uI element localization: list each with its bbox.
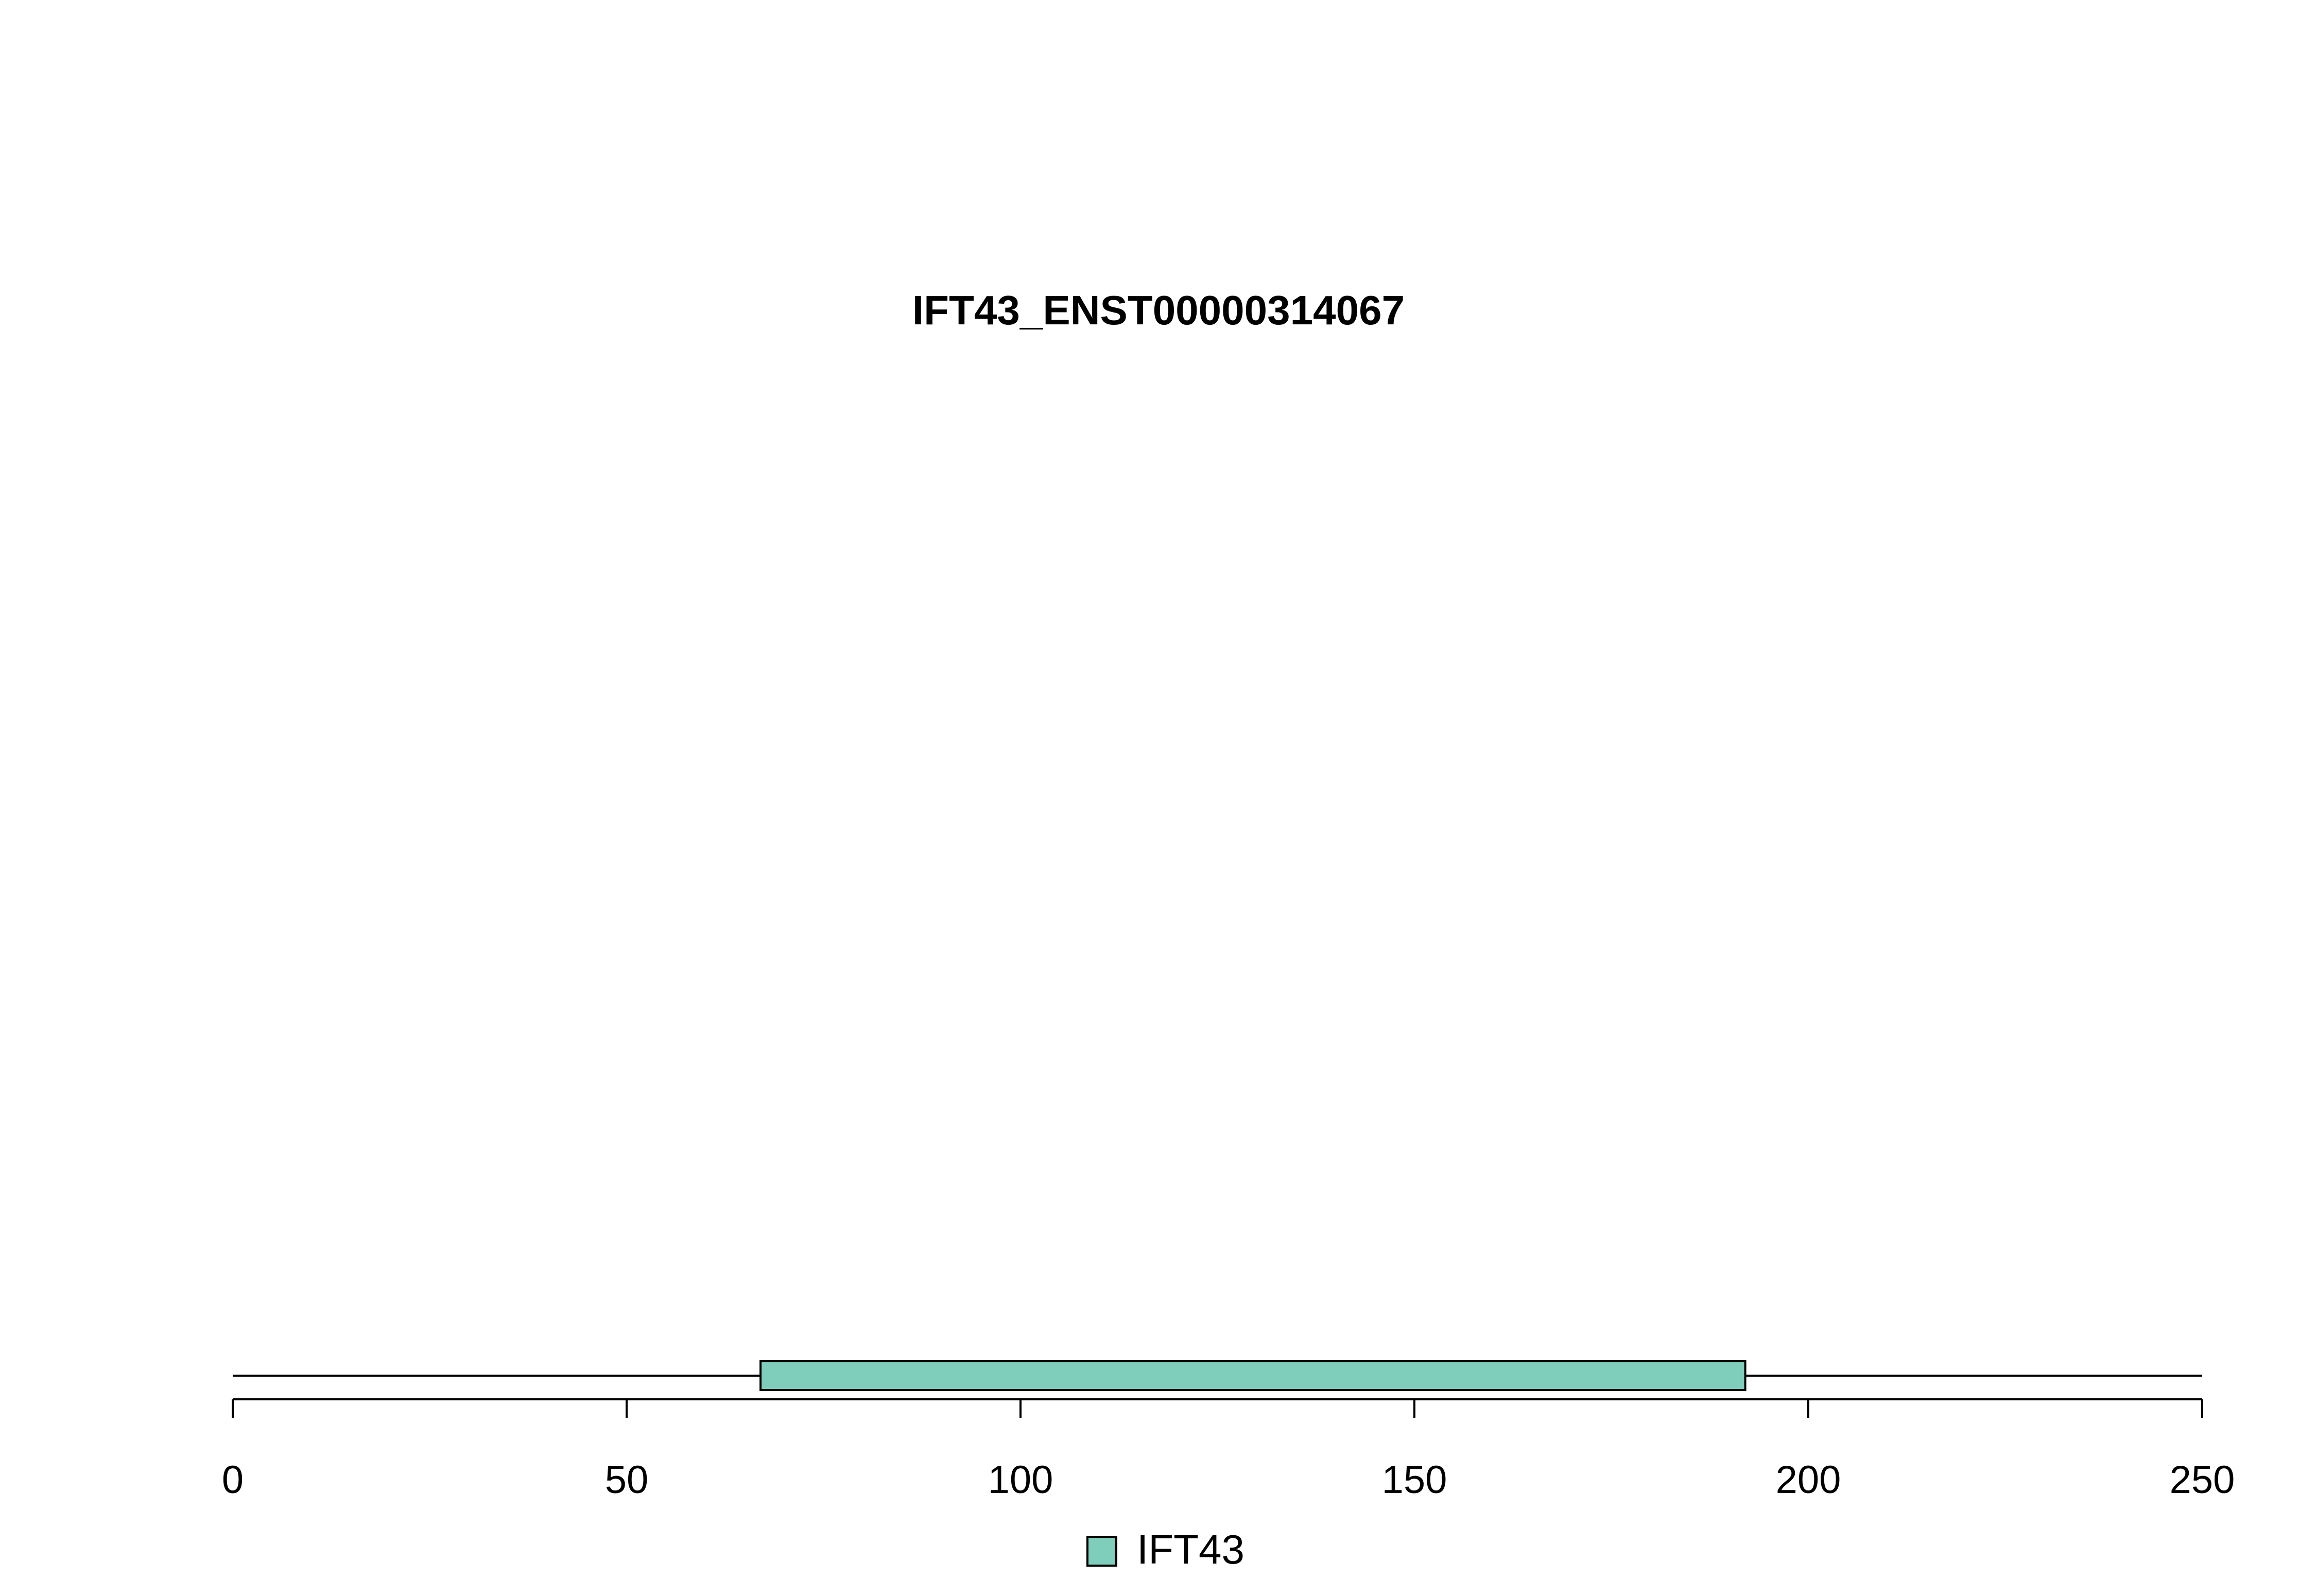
- x-tick-label: 100: [988, 1458, 1053, 1502]
- domain-bar-ift43: [759, 1360, 1747, 1391]
- legend-swatch: [1086, 1536, 1117, 1567]
- chart-title: IFT43_ENST00000314067: [912, 287, 1405, 333]
- x-tick-label: 0: [222, 1458, 244, 1502]
- x-axis: 0 50 100 150 200 250: [222, 1398, 2235, 1502]
- plot-area: [233, 1360, 2202, 1391]
- x-tick-label: 200: [1776, 1458, 1841, 1502]
- legend: IFT43: [1086, 1526, 1244, 1572]
- x-tick-label: 50: [605, 1458, 649, 1502]
- x-tick-label: 250: [2170, 1458, 2235, 1502]
- legend-label: IFT43: [1137, 1526, 1244, 1572]
- x-tick-label: 150: [1382, 1458, 1447, 1502]
